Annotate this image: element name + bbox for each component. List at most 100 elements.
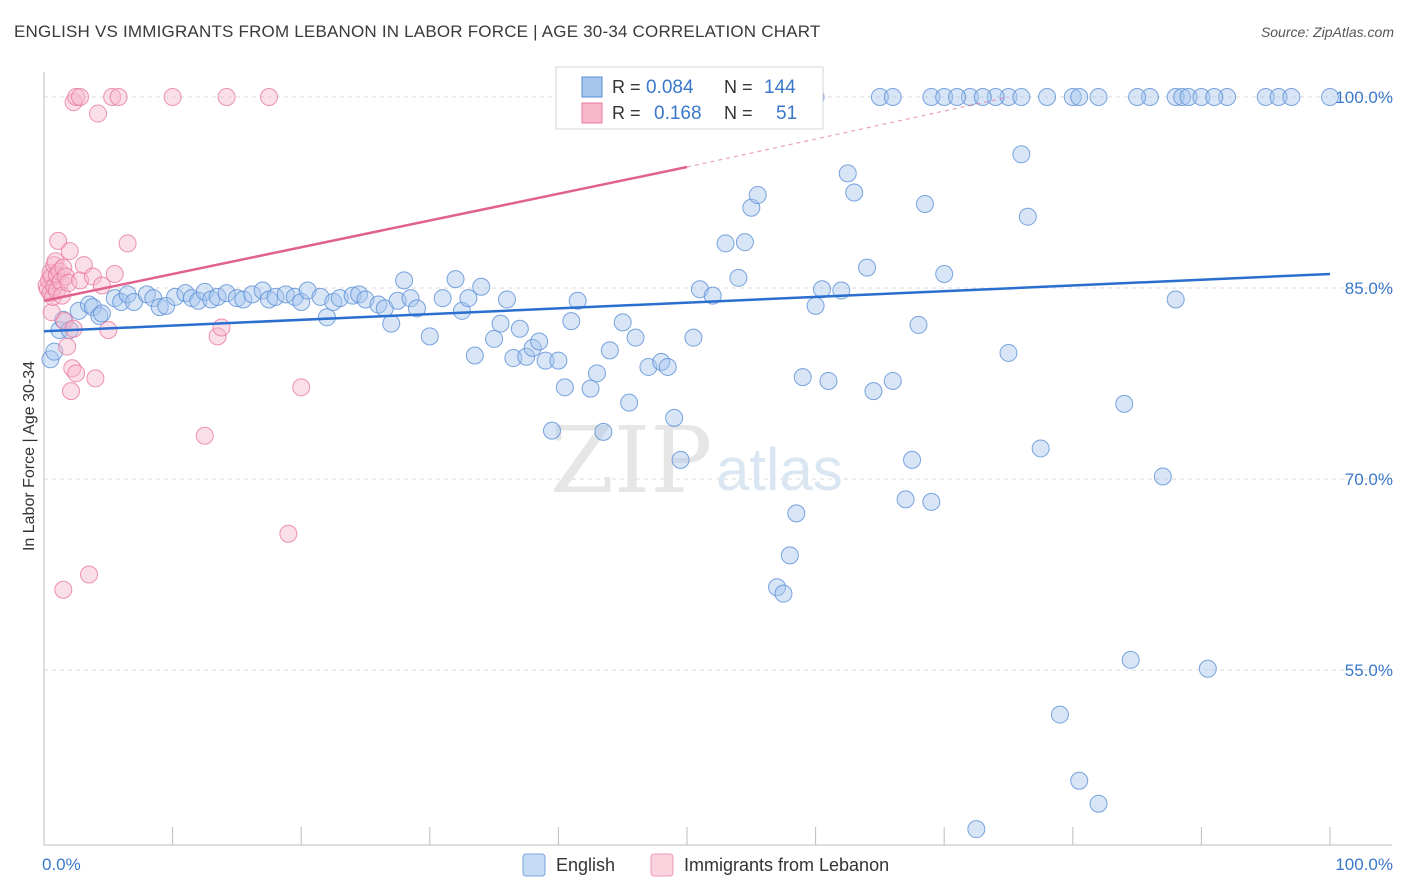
point-0-48 — [401, 289, 420, 308]
trend-layer — [43, 96, 1331, 333]
point-0-153 — [1128, 88, 1147, 106]
point-0-115 — [1031, 439, 1050, 458]
series-legend: English Immigrants from Lebanon — [522, 853, 889, 877]
legend-n-label-lebanon: N = — [724, 103, 753, 123]
point-0-113 — [1012, 145, 1031, 164]
point-0-63 — [523, 338, 542, 357]
point-0-112 — [999, 343, 1018, 362]
point-0-59 — [497, 290, 516, 309]
point-0-85 — [703, 286, 722, 305]
point-0-121 — [1153, 467, 1172, 486]
legend-swatch-lebanon — [581, 102, 603, 124]
legend-r-value-english: 0.084 — [646, 77, 694, 98]
legend-n-value-english: 144 — [764, 77, 796, 98]
point-0-21 — [189, 291, 208, 310]
point-0-66 — [542, 421, 561, 440]
point-0-51 — [433, 289, 452, 308]
point-0-70 — [568, 291, 587, 310]
series-1 — [37, 88, 311, 599]
trend-extension-1 — [686, 96, 1009, 168]
point-1-33 — [99, 321, 118, 340]
point-0-65 — [536, 351, 555, 370]
chart-title: ENGLISH VS IMMIGRANTS FROM LEBANON IN LA… — [14, 22, 821, 41]
stats-legend: R = 0.084 N = 144 R = 0.168 N = 51 — [555, 66, 824, 130]
point-0-101 — [845, 183, 864, 202]
point-0-147 — [1282, 88, 1301, 106]
point-1-37 — [67, 88, 86, 106]
point-0-92 — [774, 584, 793, 603]
point-0-130 — [883, 88, 902, 106]
point-0-100 — [838, 164, 857, 183]
point-0-96 — [806, 296, 825, 315]
point-0-131 — [922, 88, 941, 106]
point-1-31 — [86, 369, 105, 388]
point-0-102 — [858, 258, 877, 277]
point-0-123 — [1198, 659, 1217, 678]
point-0-129 — [870, 88, 889, 106]
point-0-142 — [1179, 88, 1198, 106]
point-0-52 — [446, 270, 465, 289]
y-tick-label-0: 55.0% — [1345, 661, 1393, 680]
legend-n-value-lebanon: 51 — [776, 103, 797, 124]
point-0-9 — [92, 304, 111, 323]
point-0-144 — [1218, 88, 1237, 106]
point-0-86 — [716, 234, 735, 253]
point-0-77 — [626, 328, 645, 347]
point-0-114 — [1018, 207, 1037, 226]
point-0-149 — [973, 88, 992, 106]
point-1-26 — [67, 364, 86, 383]
point-0-5 — [69, 301, 88, 320]
point-0-117 — [1070, 771, 1089, 790]
point-0-104 — [883, 371, 902, 390]
point-0-95 — [793, 368, 812, 387]
trend-line-0 — [43, 272, 1331, 333]
watermark-atlas: atlas — [716, 436, 843, 503]
bottom-legend-label-english[interactable]: English — [556, 855, 615, 875]
point-0-80 — [658, 357, 677, 376]
axes — [43, 72, 1392, 846]
point-0-54 — [465, 346, 484, 365]
point-0-64 — [530, 332, 549, 351]
point-1-39 — [89, 104, 108, 123]
point-0-148 — [986, 88, 1005, 106]
bottom-legend-swatch-english[interactable] — [522, 853, 546, 877]
point-0-146 — [1269, 88, 1288, 106]
point-0-81 — [665, 408, 684, 427]
legend-swatch-english — [581, 76, 603, 98]
point-0-90 — [748, 186, 767, 205]
point-1-21 — [59, 273, 78, 292]
point-1-22 — [60, 242, 79, 261]
point-1-5 — [42, 303, 61, 322]
point-1-40 — [103, 88, 122, 106]
point-0-56 — [472, 277, 491, 296]
point-0-124 — [1321, 88, 1339, 106]
point-0-151 — [1070, 88, 1089, 106]
point-0-72 — [587, 364, 606, 383]
point-0-49 — [407, 299, 426, 318]
y-axis-title: In Labor Force | Age 30-34 — [21, 361, 38, 551]
bottom-legend-label-lebanon[interactable]: Immigrants from Lebanon — [684, 855, 889, 875]
point-1-29 — [80, 565, 99, 584]
point-0-141 — [1173, 88, 1192, 106]
point-1-41 — [109, 88, 128, 106]
point-1-48 — [260, 88, 279, 106]
point-0-136 — [1038, 88, 1057, 106]
point-0-25 — [217, 284, 236, 303]
point-0-137 — [1063, 88, 1082, 106]
point-0-116 — [1050, 705, 1069, 724]
point-0-110 — [935, 264, 954, 283]
bottom-legend-swatch-lebanon[interactable] — [650, 853, 674, 877]
point-0-138 — [1089, 88, 1108, 106]
point-0-75 — [613, 313, 632, 332]
point-0-74 — [600, 341, 619, 360]
point-1-35 — [54, 580, 73, 599]
series-0 — [41, 88, 1339, 839]
point-1-43 — [163, 88, 182, 106]
point-0-12 — [118, 285, 137, 304]
point-0-60 — [504, 349, 523, 368]
point-0-68 — [555, 378, 574, 397]
point-0-150 — [948, 88, 967, 106]
point-1-47 — [217, 88, 236, 106]
x-tick-label-0: 0.0% — [42, 855, 81, 874]
point-0-94 — [787, 504, 806, 523]
